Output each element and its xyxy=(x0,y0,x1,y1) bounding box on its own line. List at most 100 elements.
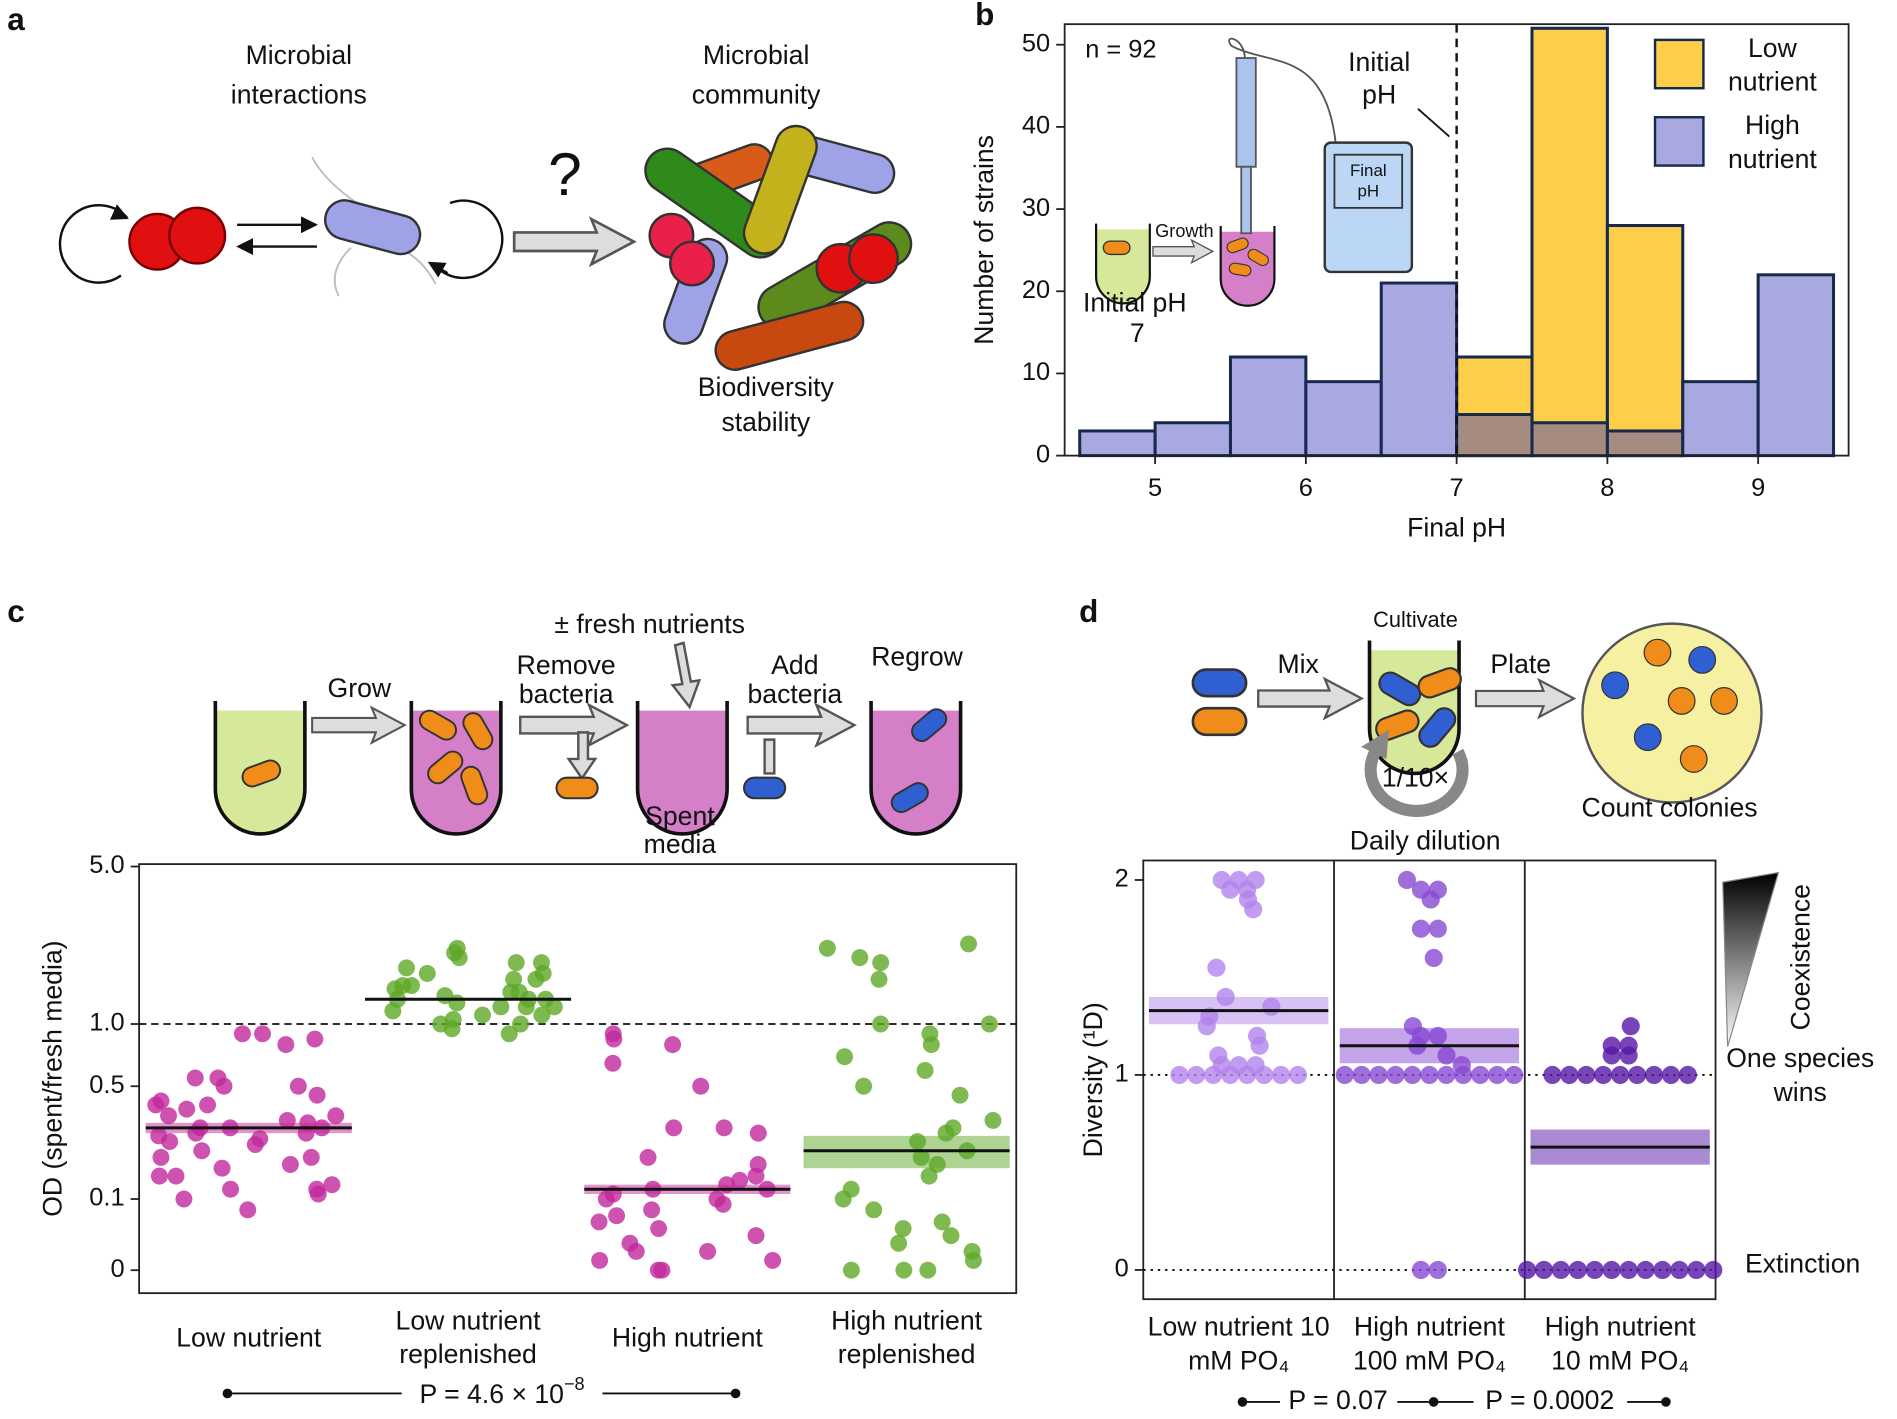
point xyxy=(246,1136,264,1154)
point xyxy=(1454,1065,1473,1085)
self-arrow xyxy=(58,204,128,284)
point xyxy=(1411,1260,1431,1280)
label: pH xyxy=(1357,182,1379,201)
point xyxy=(1411,919,1431,938)
label: Microbial xyxy=(246,40,352,70)
colony xyxy=(1667,687,1696,715)
label: Grow xyxy=(328,673,392,703)
point xyxy=(327,1107,345,1125)
point xyxy=(1335,1065,1354,1085)
diagram-a: Microbial interactions Microbial communi… xyxy=(58,40,913,437)
reference-label: pH xyxy=(1362,80,1396,110)
rod xyxy=(714,300,865,371)
self-arrow xyxy=(427,261,449,278)
point xyxy=(507,954,525,972)
point xyxy=(1221,1065,1240,1085)
self-arrow xyxy=(437,199,504,280)
point xyxy=(699,1243,717,1260)
point xyxy=(1187,1065,1206,1085)
panel-labels: a b c d xyxy=(7,0,1098,629)
x-axis-label: Final pH xyxy=(1407,512,1506,542)
x-tick-label: Low nutrient replenished xyxy=(395,1305,541,1370)
point xyxy=(1560,1065,1579,1085)
point xyxy=(1288,1065,1308,1085)
legend-label-box: Low nutrient xyxy=(1728,33,1817,97)
legend-label: High nutrient xyxy=(1727,109,1817,175)
point xyxy=(1619,1260,1638,1280)
label: Add xyxy=(771,650,818,680)
probe-cable xyxy=(1228,37,1337,143)
p-bracket-end xyxy=(222,1388,233,1399)
point xyxy=(1386,1065,1405,1085)
point xyxy=(545,998,563,1016)
point xyxy=(254,1025,271,1043)
point xyxy=(161,1133,179,1151)
x-tick-label: High nutrient 10 mM PO₄ xyxy=(1544,1311,1696,1376)
arrow xyxy=(311,706,406,744)
y-tick-label: 0 xyxy=(1036,440,1050,468)
point xyxy=(1543,1065,1562,1085)
label: interactions xyxy=(231,80,367,110)
x-tick-label-box: High nutrient xyxy=(612,1322,763,1352)
point xyxy=(1602,1046,1621,1065)
panel-label: b xyxy=(975,0,994,32)
point xyxy=(398,959,415,977)
rod xyxy=(1102,240,1131,256)
point xyxy=(604,1054,622,1072)
bar xyxy=(1153,421,1232,458)
x-tick-label: Low nutrient 10 mM PO₄ xyxy=(1147,1311,1330,1376)
point xyxy=(764,1251,782,1269)
arrow xyxy=(566,731,598,781)
colony xyxy=(1633,723,1662,752)
point xyxy=(1551,1260,1570,1280)
point xyxy=(443,1020,461,1038)
diagram-d: Mix Cultivate 1/10× Daily dilution Plate… xyxy=(1191,607,1780,1047)
question-mark: ? xyxy=(548,140,582,208)
point xyxy=(1403,1065,1422,1085)
label: 1/10× xyxy=(1382,763,1449,793)
x-tick-label-box: Low nutrient 10 mM PO₄ xyxy=(1147,1311,1330,1376)
y-tick-label: 10 xyxy=(1022,358,1050,386)
point xyxy=(1421,890,1440,909)
y-axis-label: Number of strains xyxy=(969,135,999,345)
meter-screen xyxy=(1333,153,1404,209)
point xyxy=(715,1119,733,1137)
point xyxy=(1594,1065,1613,1085)
label: Daily dilution xyxy=(1350,825,1501,855)
point xyxy=(933,1213,951,1231)
point xyxy=(1428,1260,1447,1280)
point xyxy=(152,1148,170,1166)
diagram-c: Grow Remove bacteria ± fresh nutrients S… xyxy=(213,609,964,859)
point xyxy=(649,1261,667,1279)
point xyxy=(714,1195,732,1213)
x-tick-label-box: High nutrient 10 mM PO₄ xyxy=(1544,1311,1696,1376)
y-axis-label: Diversity (¹D) xyxy=(1078,1002,1108,1157)
label: Plate xyxy=(1490,649,1551,679)
point xyxy=(1636,1260,1655,1280)
point xyxy=(309,1185,327,1203)
scale-annotation: One species wins xyxy=(1726,1042,1875,1108)
label: media xyxy=(644,829,717,859)
label: 7 xyxy=(1130,318,1145,348)
point xyxy=(233,1025,251,1043)
point xyxy=(527,970,545,988)
point xyxy=(512,1015,530,1033)
point xyxy=(639,1148,657,1166)
point xyxy=(215,1077,233,1095)
x-tick-label: 9 xyxy=(1751,474,1765,502)
point xyxy=(591,1251,609,1269)
point xyxy=(1577,1065,1596,1085)
bar xyxy=(1605,429,1685,458)
point xyxy=(872,954,890,972)
bar xyxy=(1530,26,1609,458)
x-tick-label: High nutrient replenished xyxy=(831,1305,983,1370)
dilution-loop xyxy=(1361,729,1389,759)
label: stability xyxy=(721,407,810,437)
rod xyxy=(743,776,787,800)
scale-annotation-box: One species wins xyxy=(1726,1042,1875,1108)
label: ± fresh nutrients xyxy=(554,609,745,639)
x-tick-label: High nutrient 100 mM PO₄ xyxy=(1352,1311,1506,1376)
